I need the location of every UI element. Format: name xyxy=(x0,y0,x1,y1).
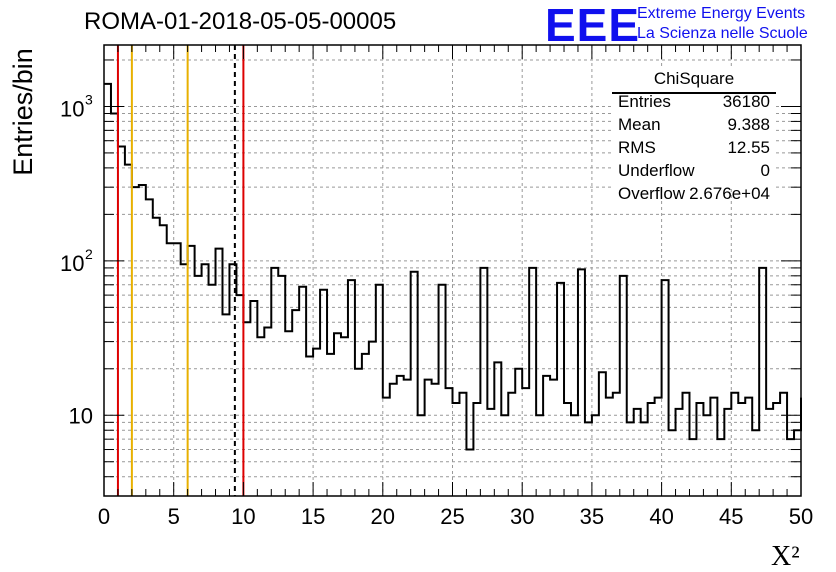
histogram-line xyxy=(104,82,802,451)
y-tick-label: 10 xyxy=(60,251,84,276)
stat-label: Overflow xyxy=(618,184,686,203)
stats-title: ChiSquare xyxy=(653,69,735,88)
x-tick-label: 5 xyxy=(168,504,180,529)
x-tick-label: 30 xyxy=(510,504,534,529)
y-tick-label-exp: 2 xyxy=(85,246,93,262)
chart-title: ROMA-01-2018-05-05-00005 xyxy=(84,8,397,35)
stat-value: 36180 xyxy=(722,92,770,111)
stat-row-rms: RMS 12.55 xyxy=(618,138,770,160)
stat-row-mean: Mean 9.388 xyxy=(618,115,770,137)
stat-row-underflow: Underflow 0 xyxy=(618,161,770,183)
stat-value: 9.388 xyxy=(727,115,770,134)
y-tick-label: 10 xyxy=(60,96,84,121)
eee-logo: EEE xyxy=(545,0,641,51)
x-tick-label: 20 xyxy=(371,504,395,529)
stat-value: 2.676e+04 xyxy=(689,184,770,203)
y-axis-title: Entries/bin xyxy=(8,48,38,176)
x-tick-label: 35 xyxy=(580,504,604,529)
x-tick-label: 40 xyxy=(649,504,673,529)
x-tick-label: 45 xyxy=(719,504,743,529)
histogram-series xyxy=(104,82,802,451)
stat-label: Mean xyxy=(618,115,661,134)
x-axis-title: X² xyxy=(771,541,800,572)
stat-label: RMS xyxy=(618,138,656,157)
logo-line-1: Extreme Energy Events xyxy=(637,5,806,22)
stat-label: Underflow xyxy=(618,161,695,180)
x-tick-label: 0 xyxy=(98,504,110,529)
logo-line-2: La Scienza nelle Scuole xyxy=(637,25,808,42)
stat-label: Entries xyxy=(618,92,671,111)
stat-value: 12.55 xyxy=(727,138,770,157)
stat-row-overflow: Overflow 2.676e+04 xyxy=(618,184,770,206)
x-tick-label: 50 xyxy=(789,504,813,529)
x-tick-label: 15 xyxy=(301,504,325,529)
x-tick-label: 25 xyxy=(440,504,464,529)
x-tick-label: 10 xyxy=(231,504,255,529)
y-tick-label: 10 xyxy=(69,403,93,428)
grid-lines xyxy=(104,45,801,496)
stats-divider xyxy=(612,92,776,94)
stat-value: 0 xyxy=(760,161,770,180)
marker-lines xyxy=(116,45,245,496)
stats-box: ChiSquare Entries 36180 Mean 9.388 RMS 1… xyxy=(612,68,776,203)
stat-row-entries: Entries 36180 xyxy=(618,92,770,114)
y-tick-label-exp: 3 xyxy=(85,91,93,107)
